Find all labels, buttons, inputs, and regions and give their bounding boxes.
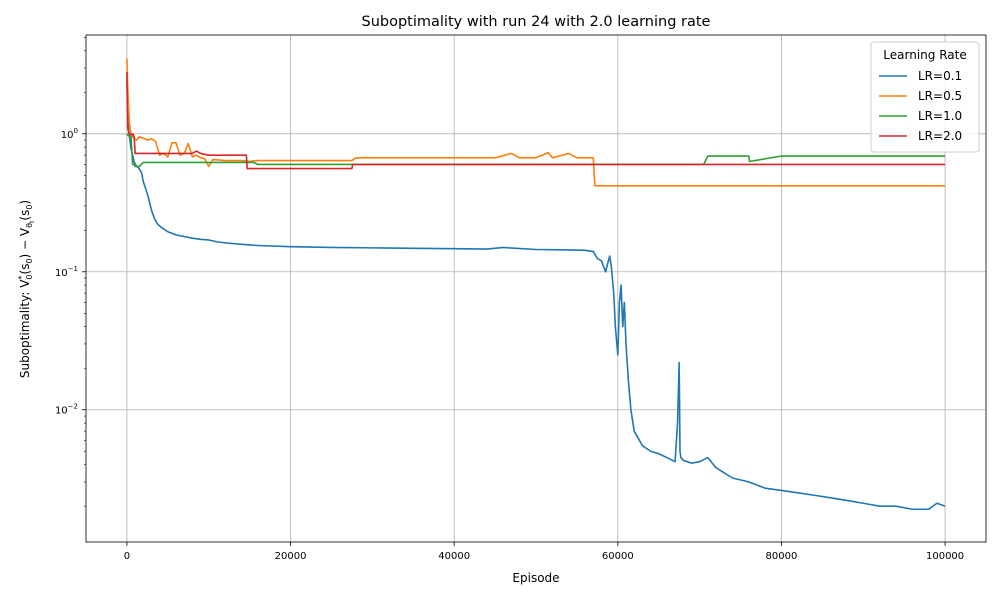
axes — [85, 34, 987, 543]
legend-label: LR=0.1 — [918, 69, 962, 83]
x-ticks: 0 20000 40000 60000 80000 100000 — [124, 542, 964, 562]
y-tick-label: 10−2 — [55, 403, 78, 417]
legend-label: LR=0.5 — [918, 89, 962, 103]
x-tick-label: 80000 — [766, 551, 798, 562]
y-tick-label: 10−1 — [55, 265, 78, 279]
legend-entries: LR=0.1 LR=0.5 LR=1.0 LR=2.0 — [879, 69, 962, 143]
y-tick-label: 100 — [61, 127, 78, 141]
y-ticks: 10−2 10−1 100 — [55, 37, 86, 507]
grid-lines — [86, 35, 986, 542]
series-line-1 — [126, 78, 946, 511]
series-lines — [126, 58, 946, 511]
x-tick-label: 100000 — [926, 551, 964, 562]
legend: Learning Rate LR=0.1 LR=0.5 LR=1.0 LR=2.0 — [870, 41, 980, 153]
legend-title: Learning Rate — [883, 48, 966, 62]
series-line-4 — [126, 72, 946, 170]
x-tick-label: 40000 — [438, 551, 470, 562]
x-tick-label: 20000 — [275, 551, 307, 562]
x-axis-label: Episode — [512, 571, 559, 585]
plot-frame — [85, 34, 987, 543]
series-line-3 — [126, 133, 946, 168]
legend-frame — [870, 41, 980, 153]
legend-label: LR=1.0 — [918, 109, 962, 123]
y-axis-label: Suboptimality: V*0(s0) − Vθt(s0) — [17, 200, 36, 378]
x-tick-label: 60000 — [602, 551, 634, 562]
chart-title: Suboptimality with run 24 with 2.0 learn… — [362, 14, 711, 30]
series-line-2 — [126, 58, 946, 187]
x-tick-label: 0 — [124, 551, 130, 562]
legend-label: LR=2.0 — [918, 129, 962, 143]
